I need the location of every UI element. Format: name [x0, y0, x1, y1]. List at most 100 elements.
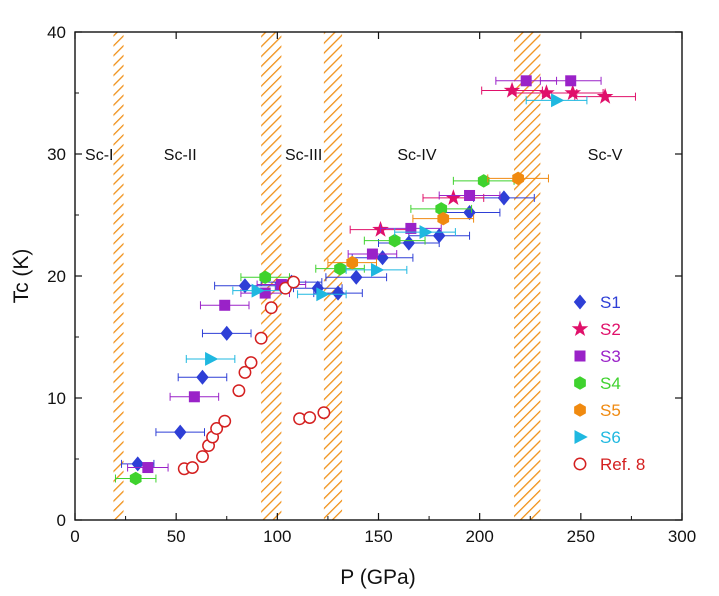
data-point	[205, 351, 219, 366]
axes: 0 50 100 150 200 250 300 0 10 20 30 40	[47, 23, 696, 546]
data-point	[477, 174, 490, 188]
data-point	[251, 283, 265, 298]
x-tick-label: 50	[167, 527, 186, 546]
x-tick-label: 250	[567, 527, 595, 546]
legend-item-s5: S5	[574, 401, 621, 420]
x-tick-label: 200	[465, 527, 493, 546]
legend: S1 S2 S3 S4 S5 S6 Ref. 8	[571, 293, 645, 474]
series-s5	[327, 171, 549, 270]
data-point	[219, 299, 231, 311]
legend-label: S3	[600, 347, 621, 366]
legend-label: Ref. 8	[600, 455, 645, 474]
data-point	[350, 269, 363, 285]
data-point	[405, 222, 417, 234]
data-point	[129, 471, 142, 486]
data-point	[254, 331, 268, 345]
data-point	[503, 81, 521, 98]
data-point	[331, 285, 345, 301]
y-tick-label: 10	[47, 389, 66, 408]
legend-marker	[573, 457, 587, 471]
data-point	[317, 406, 331, 420]
data-point	[346, 255, 359, 270]
phase-label-sc-i: Sc-I	[85, 147, 113, 164]
data-point	[464, 189, 476, 201]
series-ref-8	[177, 275, 331, 476]
legend-item-s1: S1	[573, 293, 621, 312]
x-tick-label: 0	[70, 527, 79, 546]
data-point	[366, 248, 378, 260]
data-point	[437, 211, 450, 226]
legend-marker	[573, 294, 587, 310]
y-tick-label: 20	[47, 267, 66, 286]
data-point	[520, 75, 532, 87]
legend-item-s4: S4	[574, 374, 621, 393]
data-point	[173, 424, 187, 440]
x-tick-label: 100	[263, 527, 291, 546]
data-point	[185, 461, 199, 474]
y-tick-label: 0	[57, 511, 66, 530]
phase-boundary-1	[113, 32, 124, 520]
phase-labels: Sc-I Sc-II Sc-III Sc-IV Sc-V	[85, 147, 623, 164]
data-point	[131, 456, 144, 472]
data-point	[512, 171, 524, 186]
legend-label: S2	[600, 320, 621, 339]
data-point	[259, 270, 272, 284]
x-tick-label: 300	[668, 527, 696, 546]
y-tick-label: 30	[47, 145, 66, 164]
phase-label-sc-ii: Sc-II	[164, 147, 197, 164]
data-point	[218, 414, 232, 428]
data-point	[565, 75, 577, 87]
series-s4	[114, 174, 515, 486]
data-point	[142, 462, 154, 474]
data-point	[238, 365, 252, 379]
phase-label-sc-iii: Sc-III	[285, 147, 322, 164]
data-point	[432, 228, 446, 244]
legend-item-s2: S2	[571, 320, 621, 339]
data-point	[220, 325, 233, 341]
phase-boundary-4	[514, 32, 541, 520]
legend-label: S1	[600, 293, 621, 312]
data-point	[210, 422, 224, 435]
y-axis-title: Tc (K)	[10, 249, 33, 304]
legend-marker	[571, 320, 589, 337]
legend-label: S6	[600, 428, 621, 447]
data-series	[114, 75, 636, 486]
legend-label: S5	[600, 401, 621, 420]
phase-label-sc-iv: Sc-IV	[397, 147, 436, 164]
data-point	[287, 275, 300, 289]
data-point	[564, 84, 582, 101]
y-tick-label: 40	[47, 23, 66, 42]
data-point	[538, 84, 555, 101]
legend-item-ref-8: Ref. 8	[573, 455, 645, 474]
data-point	[370, 262, 385, 277]
legend-item-s3: S3	[574, 347, 621, 366]
phase-boundary-bands	[113, 32, 541, 520]
data-point	[388, 233, 401, 248]
data-point	[376, 250, 389, 266]
phase-boundary-2	[261, 32, 282, 520]
data-point	[196, 450, 209, 464]
data-point	[264, 301, 278, 315]
legend-marker	[574, 376, 586, 390]
data-point	[419, 225, 433, 240]
legend-marker	[574, 430, 588, 444]
data-point	[596, 87, 614, 104]
x-tick-label: 150	[364, 527, 392, 546]
data-point	[316, 287, 330, 302]
data-point	[334, 261, 346, 276]
phase-label-sc-v: Sc-V	[588, 147, 623, 164]
legend-label: S4	[600, 374, 621, 393]
data-point	[232, 384, 246, 398]
plot-frame	[74, 31, 683, 521]
legend-marker	[574, 403, 586, 417]
phase-boundary-3	[323, 32, 343, 520]
data-point	[244, 356, 258, 370]
data-point	[196, 369, 209, 385]
data-point	[188, 391, 200, 403]
legend-marker	[574, 350, 586, 362]
x-axis-title: P (GPa)	[340, 566, 415, 589]
data-point	[445, 189, 462, 205]
legend-item-s6: S6	[574, 428, 621, 447]
data-point	[303, 411, 317, 424]
